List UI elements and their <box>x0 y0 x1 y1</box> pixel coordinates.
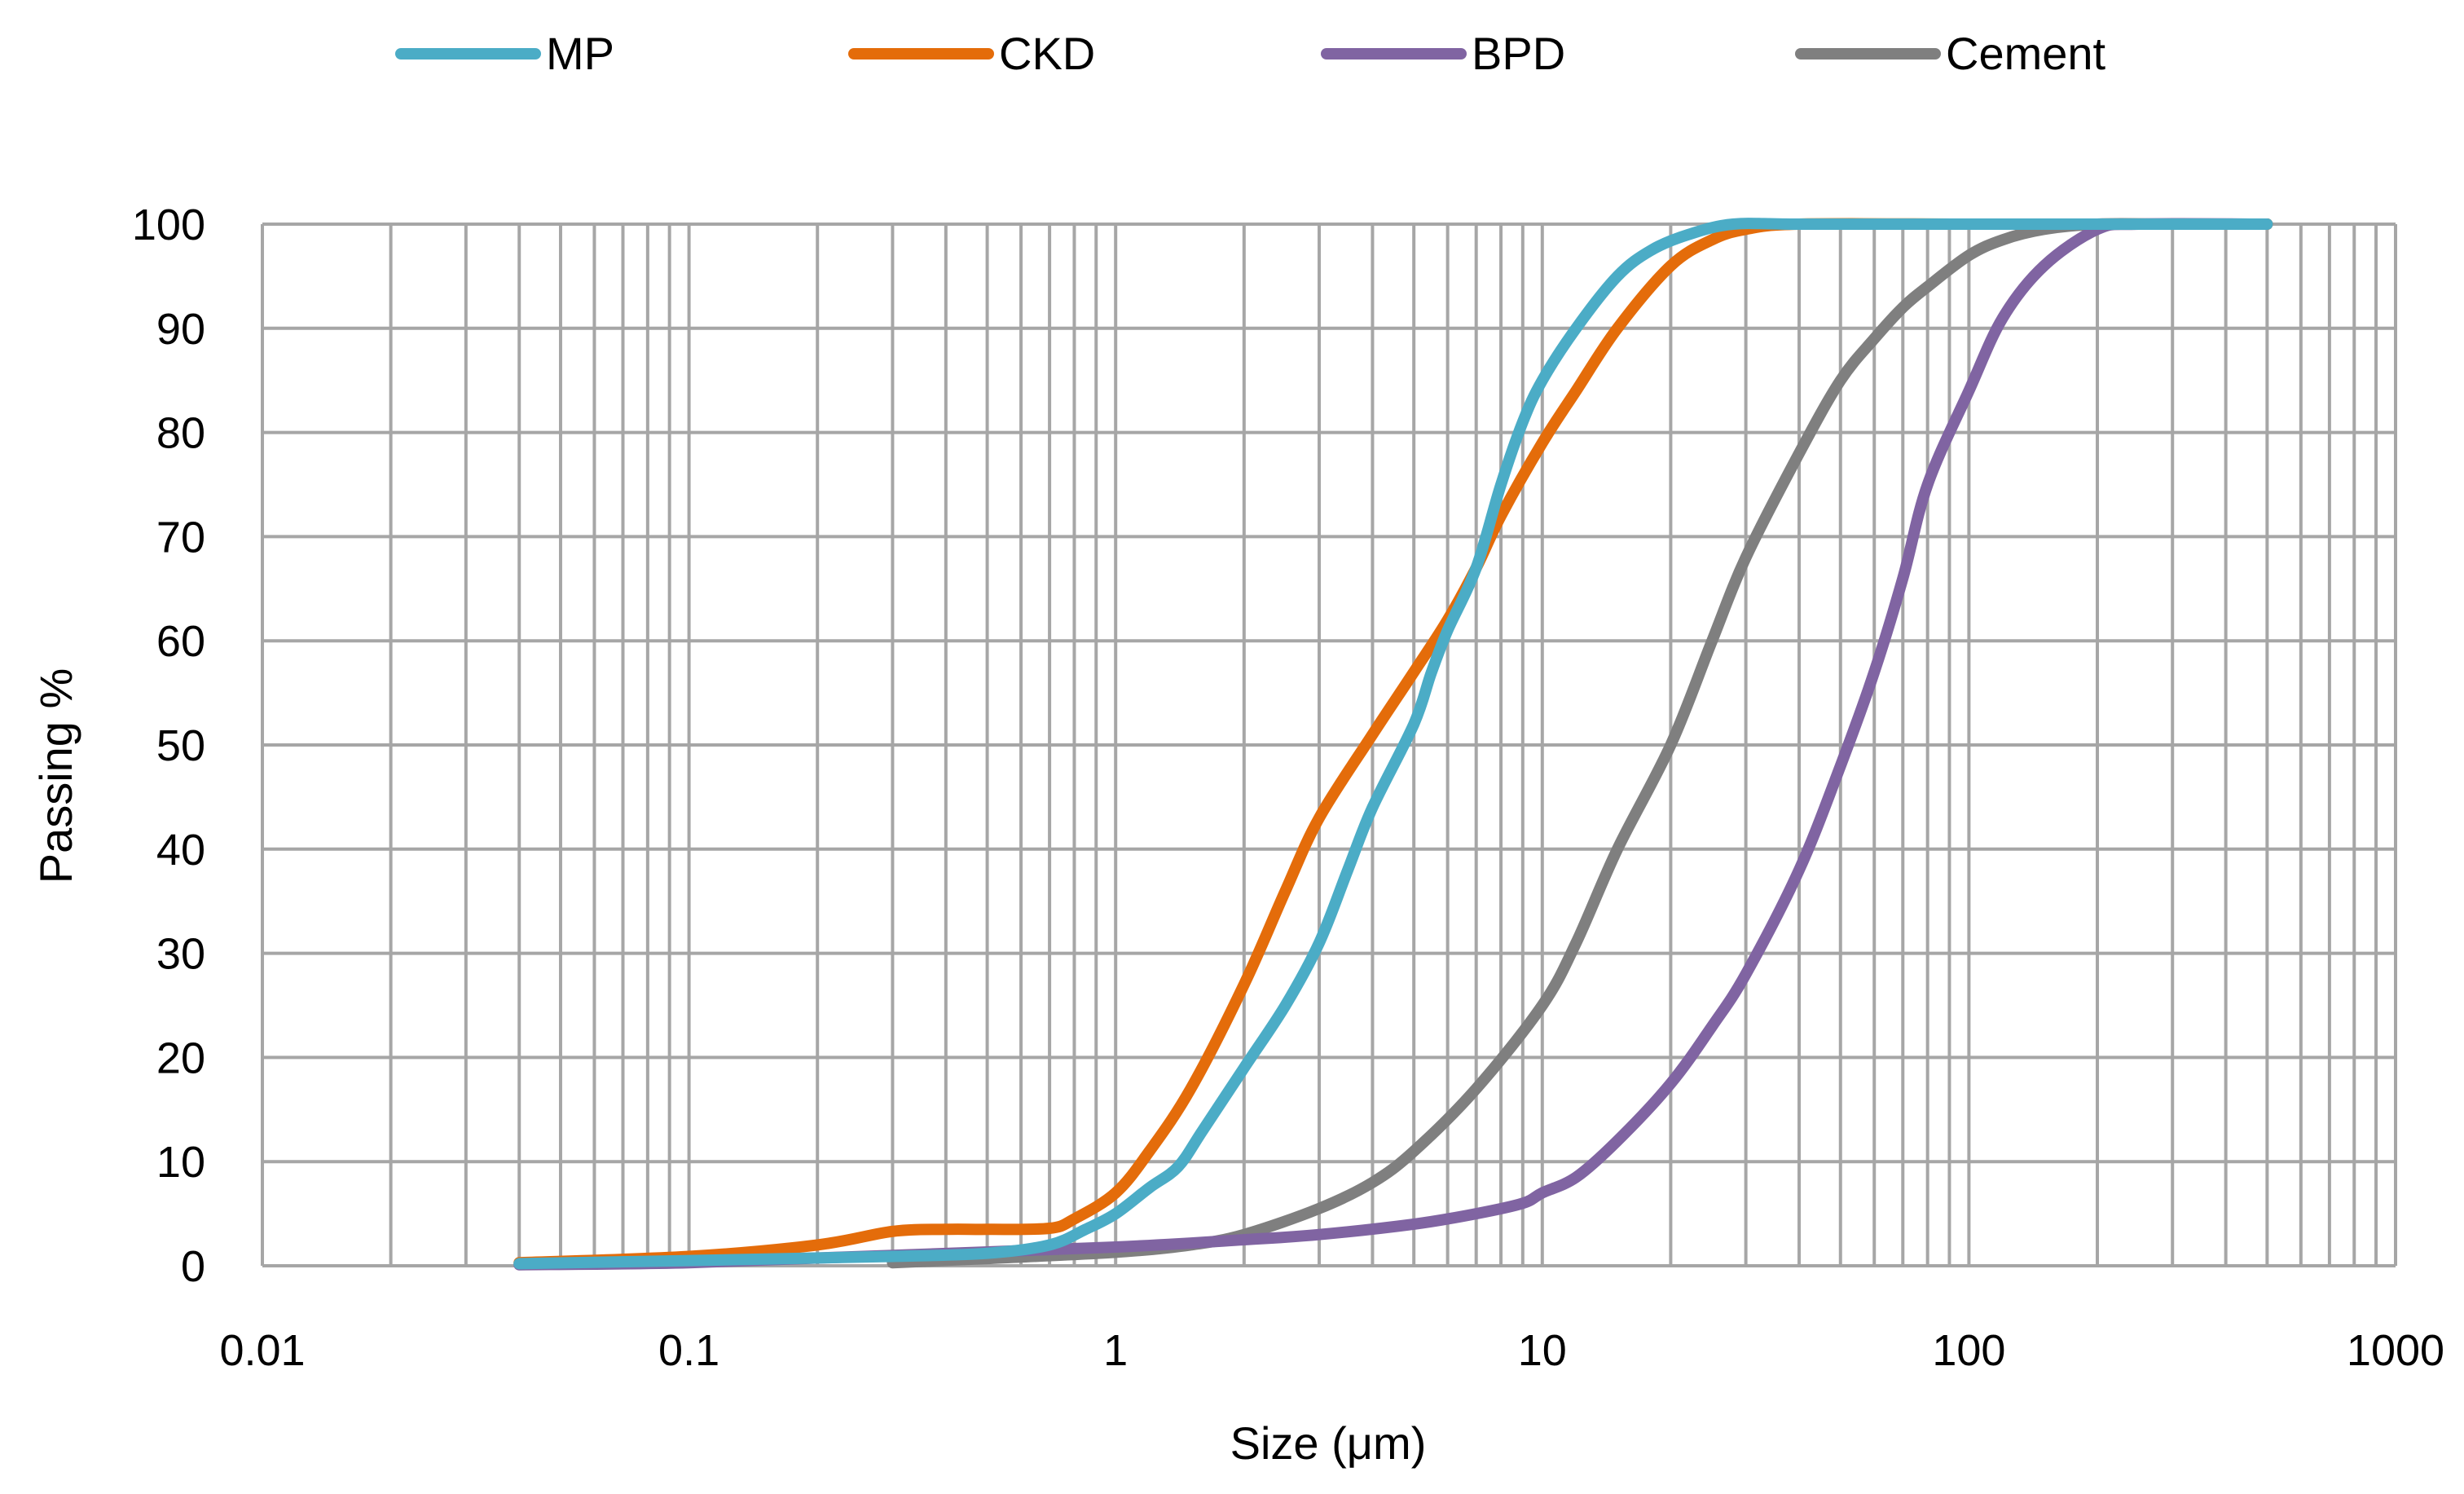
grid <box>261 223 2397 1267</box>
x-axis-title: Size (μm) <box>1230 1417 1427 1469</box>
y-tick-label: 80 <box>156 409 205 458</box>
y-tick-label: 90 <box>156 305 205 354</box>
y-tick-label: 100 <box>132 201 205 249</box>
x-tick-label: 0.1 <box>658 1326 719 1375</box>
x-tick-label: 10 <box>1518 1326 1567 1375</box>
y-tick-label: 40 <box>156 826 205 875</box>
x-tick-label: 1000 <box>2347 1326 2444 1375</box>
y-tick-label: 50 <box>156 721 205 770</box>
y-tick-label: 0 <box>181 1242 205 1291</box>
series-line-bpd <box>513 218 2273 1271</box>
series-lines <box>513 218 2273 1271</box>
y-tick-label: 10 <box>156 1138 205 1187</box>
y-tick-label: 70 <box>156 513 205 562</box>
x-tick-labels: 0.01 0.1 1 10 100 1000 <box>219 1326 2444 1375</box>
y-axis-title: Passing % <box>30 668 81 884</box>
legend-label-cement: Cement <box>1946 28 2106 79</box>
series-line-mp <box>513 218 2273 1270</box>
legend-label-bpd: BPD <box>1472 28 1565 79</box>
y-tick-labels: 0 10 20 30 40 50 60 70 80 90 100 <box>132 201 205 1291</box>
x-tick-label: 100 <box>1932 1326 2005 1375</box>
x-tick-label: 0.01 <box>219 1326 305 1375</box>
legend-label-mp: MP <box>546 28 614 79</box>
y-tick-label: 20 <box>156 1033 205 1082</box>
y-tick-label: 30 <box>156 930 205 979</box>
legend: MP CKD BPD Cement <box>395 28 2106 79</box>
x-tick-label: 1 <box>1103 1326 1128 1375</box>
y-tick-label: 60 <box>156 617 205 666</box>
legend-label-ckd: CKD <box>999 28 1095 79</box>
